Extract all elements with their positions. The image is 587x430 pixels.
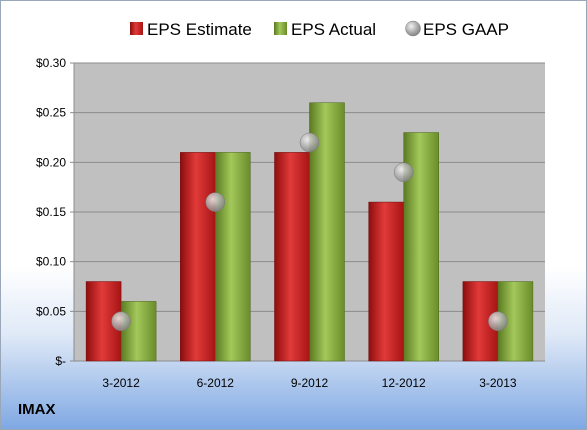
bar-eps-actual [215,152,251,362]
legend-label: EPS Actual [291,20,376,39]
legend-label: EPS GAAP [423,20,509,39]
y-tick-label: $0.20 [36,155,66,169]
bar-eps-estimate [180,152,216,362]
y-tick-label: $- [55,354,66,368]
y-tick-label: $0.15 [36,205,66,219]
point-eps-gaap [299,132,320,153]
legend-label: EPS Estimate [147,20,252,39]
bar-eps-estimate [274,152,310,362]
point-eps-gaap [205,192,226,212]
legend-swatch [274,22,287,35]
point-eps-gaap [488,311,508,332]
legend: EPS Estimate EPS Actual EPS GAAP [130,20,509,39]
bar-eps-estimate [368,201,404,362]
point-eps-gaap [393,162,414,183]
bar-eps-actual [120,301,157,362]
y-tick-label: $0.05 [36,304,66,318]
y-tick-label: $0.25 [36,106,66,120]
x-tick-label: 12-2012 [382,376,426,390]
x-tick-label: 3-2012 [102,376,140,390]
ticker-label: IMAX [18,401,56,418]
point-eps-gaap [111,311,131,332]
x-axis-ticks: 3-2012 6-2012 9-2012 12-2012 3-2013 [102,376,516,390]
x-tick-label: 9-2012 [291,376,329,390]
legend-swatch [405,20,421,37]
legend-swatch [130,22,143,35]
y-tick-label: $0.30 [36,56,66,70]
y-tick-label: $0.10 [36,255,66,269]
x-tick-label: 3-2013 [479,376,517,390]
gaap-points [111,132,508,332]
y-axis-ticks: $- $0.05 $0.10 $0.15 $0.20 $0.25 $0.30 [36,56,66,368]
bars [85,102,534,362]
x-tick-label: 6-2012 [197,376,235,390]
